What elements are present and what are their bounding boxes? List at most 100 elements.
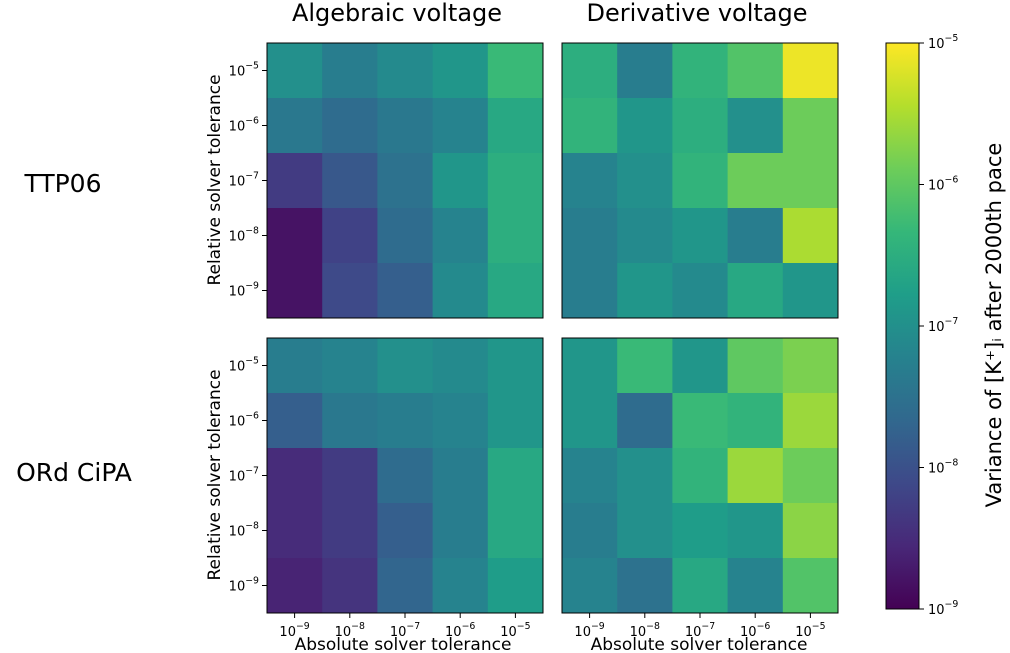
heatmap-cell	[322, 448, 378, 504]
heatmap-cell	[267, 338, 323, 394]
heatmap-cell	[782, 448, 839, 504]
heatmap-cell	[672, 43, 729, 99]
colorbar	[885, 42, 920, 610]
heatmap-cell	[562, 263, 618, 319]
y-tick-label: 10−9	[229, 576, 259, 595]
heatmap-cell	[377, 43, 434, 99]
heatmap-cell	[727, 153, 784, 209]
heatmap-cell	[727, 43, 784, 99]
y-tick-label: 10−7	[229, 171, 259, 190]
heatmap-panel	[561, 42, 839, 319]
heatmap-cell	[672, 448, 729, 504]
heatmap-cell	[322, 153, 378, 209]
heatmap-cell	[377, 98, 434, 154]
heatmap-panel: 10−510−610−710−810−910−9 10−8 10−7 10−6 10−5	[229, 337, 544, 640]
colorbar-label: Variance of [K⁺]ᵢ after 2000th pace	[982, 143, 1006, 508]
heatmap-cell	[267, 558, 323, 614]
heatmap-cell	[782, 208, 839, 264]
heatmap-cell	[487, 208, 544, 264]
heatmap-cell	[322, 98, 378, 154]
y-tick-label: 10−5	[229, 356, 259, 375]
heatmap-cell	[782, 43, 839, 99]
y-tick-label: 10−9	[229, 281, 259, 300]
heatmap-cell	[782, 338, 839, 394]
heatmap-cell	[672, 263, 729, 319]
heatmap-cell	[617, 208, 673, 264]
heatmap-cell	[672, 153, 729, 209]
column-title-algebraic: Algebraic voltage	[292, 0, 502, 27]
heatmap-panel: 10−5 10−6 10−7 10−8 10−9	[229, 42, 544, 319]
heatmap-cell	[727, 98, 784, 154]
heatmap-cell	[562, 98, 618, 154]
heatmap-cell	[562, 393, 618, 449]
y-tick-label: 10−7	[229, 466, 259, 485]
heatmap-cell	[432, 448, 489, 504]
heatmap-cell	[727, 393, 784, 449]
y-axis-label-bottom: Relative solver tolerance	[205, 369, 225, 580]
y-tick-label: 10−8	[229, 226, 259, 245]
heatmap-cell	[267, 208, 323, 264]
colorbar-tick-label: 10−7	[928, 316, 958, 335]
heatmap-cell	[672, 98, 729, 154]
y-axis-label-top: Relative solver tolerance	[205, 74, 225, 285]
heatmap-cell	[562, 43, 618, 99]
heatmap-cell	[782, 558, 839, 614]
heatmap-cell	[617, 448, 673, 504]
heatmap-cell	[267, 448, 323, 504]
heatmap-cell	[617, 43, 673, 99]
heatmap-cell	[782, 98, 839, 154]
heatmap-cell	[377, 558, 434, 614]
heatmap-cell	[672, 503, 729, 559]
heatmap-cell	[377, 208, 434, 264]
heatmap-cell	[322, 393, 378, 449]
heatmap-cell	[727, 558, 784, 614]
heatmap-cell	[432, 503, 489, 559]
colorbar-tick-label: 10−8	[928, 458, 958, 477]
heatmap-cell	[377, 503, 434, 559]
heatmap-cell	[432, 98, 489, 154]
heatmap-cell	[267, 153, 323, 209]
heatmap-cell	[377, 448, 434, 504]
heatmap-cell	[782, 393, 839, 449]
x-axis-label-right: Absolute solver tolerance	[591, 635, 808, 653]
heatmap-cell	[322, 208, 378, 264]
heatmap-cell	[432, 153, 489, 209]
colorbar-tick-label: 10−9	[928, 599, 958, 618]
y-tick-label: 10−8	[229, 521, 259, 540]
heatmap-cell	[562, 448, 618, 504]
heatmap-cell	[562, 558, 618, 614]
heatmap-cell	[727, 338, 784, 394]
heatmap-cell	[432, 558, 489, 614]
heatmap-cell	[377, 338, 434, 394]
heatmap-cell	[487, 98, 544, 154]
column-title-derivative: Derivative voltage	[586, 0, 807, 27]
heatmap-cell	[432, 393, 489, 449]
heatmap-cell	[487, 43, 544, 99]
heatmap-cell	[487, 503, 544, 559]
y-tick-label: 10−5	[229, 61, 259, 80]
heatmap-panel: 10−9 10−8 10−7 10−6 10−5	[561, 337, 839, 640]
heatmap-cell	[617, 503, 673, 559]
panel-frame	[561, 42, 839, 319]
heatmap-cell	[782, 153, 839, 209]
heatmap-cell	[487, 558, 544, 614]
heatmap-cell	[617, 558, 673, 614]
heatmap-cell	[487, 448, 544, 504]
heatmap-cell	[672, 393, 729, 449]
heatmap-cell	[782, 503, 839, 559]
heatmap-cell	[322, 503, 378, 559]
x-tick-label: 10−5	[500, 621, 530, 640]
heatmap-cell	[377, 153, 434, 209]
heatmap-cell	[672, 338, 729, 394]
heatmap-cell	[562, 338, 618, 394]
heatmap-cell	[562, 153, 618, 209]
heatmap-cell	[617, 153, 673, 209]
heatmap-cell	[267, 263, 323, 319]
heatmap-cell	[322, 338, 378, 394]
heatmap-cell	[727, 503, 784, 559]
heatmap-cell	[782, 263, 839, 319]
heatmap-cell	[267, 393, 323, 449]
heatmap-cell	[322, 558, 378, 614]
heatmap-cell	[322, 263, 378, 319]
heatmap-cell	[432, 263, 489, 319]
